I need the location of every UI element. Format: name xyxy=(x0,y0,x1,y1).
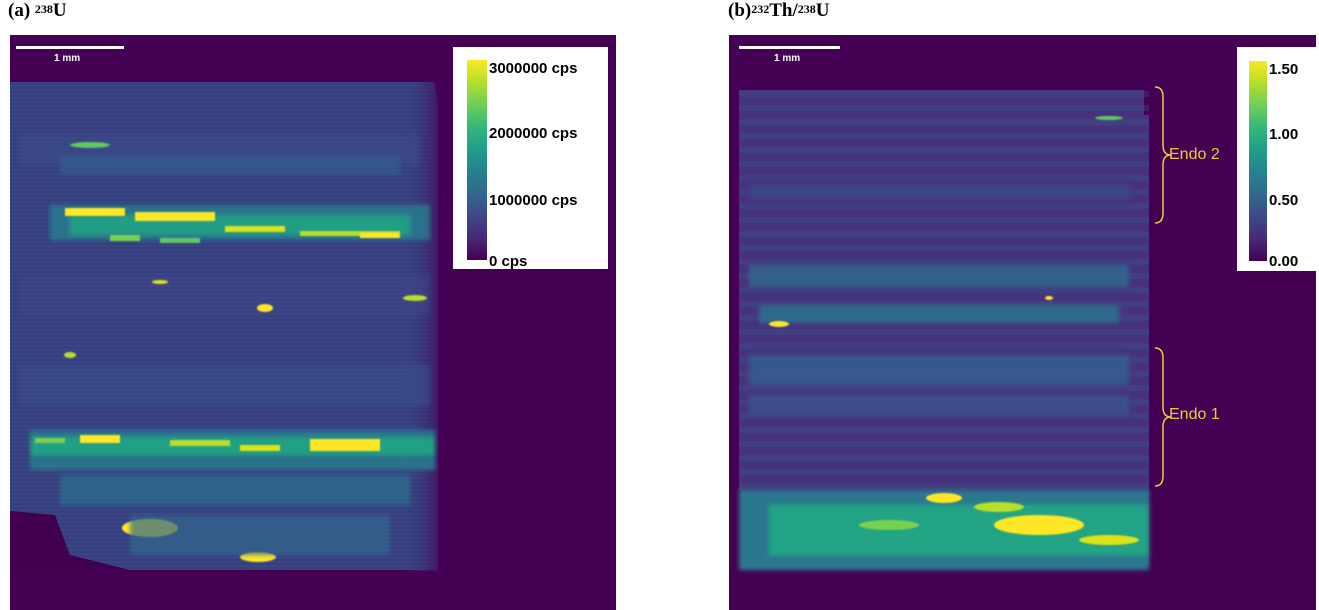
panel-a-colorbar-tick-min: 0 cps xyxy=(489,253,528,270)
panel-a-scale-bar xyxy=(16,46,124,49)
panel-b-title-prefix: (b) xyxy=(728,0,752,21)
panel-b-title-th-mass: 232 xyxy=(751,2,770,16)
panel-a-colorbar-gradient xyxy=(467,60,487,260)
panel-a-colorbar-tick-2: 2000000 cps xyxy=(489,125,578,142)
panel-a-colorbar: 3000000 cps 2000000 cps 1000000 cps 0 cp… xyxy=(453,47,608,270)
endo-1-brace xyxy=(1154,347,1172,487)
panel-b-scale-bar xyxy=(739,46,840,49)
panel-b-title-u-mass: 238 xyxy=(797,2,816,16)
panel-a-title: (a) 238U xyxy=(8,0,67,22)
endo-2-brace xyxy=(1154,86,1172,224)
panel-a-title-element: U xyxy=(52,0,67,21)
panel-b-colorbar-tick-max: 1.50 xyxy=(1269,61,1299,78)
panel-a-title-prefix: (a) xyxy=(8,0,35,21)
endo-1-label: Endo 1 xyxy=(1169,406,1220,423)
panel-a-scale-bar-label: 1 mm xyxy=(54,53,81,64)
panel-b-map: 1 mm Endo 2 Endo 1 1.50 1.00 0.50 0.00 xyxy=(729,35,1316,610)
panel-b-colorbar-tick-min: 0.00 xyxy=(1269,253,1299,270)
panel-a-map: 1 mm 3000000 cps 2000000 cps 1000000 cps… xyxy=(10,35,616,610)
panel-b-title-th: Th/ xyxy=(769,0,798,21)
panel-b-title: (b)232Th/238U xyxy=(728,0,830,22)
panel-b-colorbar-tick-2: 1.00 xyxy=(1269,126,1299,143)
panel-a-heatmap-image xyxy=(10,82,440,572)
endo-2-label: Endo 2 xyxy=(1169,146,1220,163)
panel-b-heatmap-image xyxy=(739,90,1149,570)
panel-a-colorbar-tick-1: 1000000 cps xyxy=(489,192,578,209)
panel-b-title-u: U xyxy=(815,0,830,21)
panel-b-colorbar: 1.50 1.00 0.50 0.00 xyxy=(1237,47,1316,271)
panel-b-colorbar-tick-1: 0.50 xyxy=(1269,192,1299,209)
panel-a-colorbar-tick-max: 3000000 cps xyxy=(489,60,578,77)
panel-b-scale-bar-label: 1 mm xyxy=(774,53,801,64)
panel-a-title-isotope-mass: 238 xyxy=(34,2,53,16)
panel-b-colorbar-gradient xyxy=(1249,61,1267,261)
